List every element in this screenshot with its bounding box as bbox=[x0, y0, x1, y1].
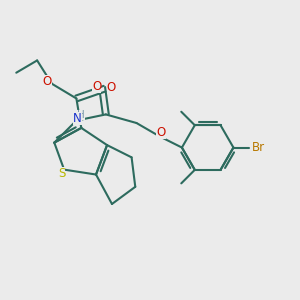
Text: H: H bbox=[77, 110, 85, 120]
Text: O: O bbox=[43, 75, 52, 88]
Text: S: S bbox=[58, 167, 65, 180]
Text: O: O bbox=[107, 81, 116, 94]
Text: O: O bbox=[156, 126, 166, 139]
Text: O: O bbox=[92, 80, 101, 93]
Text: Br: Br bbox=[252, 141, 265, 154]
Text: N: N bbox=[73, 112, 82, 125]
